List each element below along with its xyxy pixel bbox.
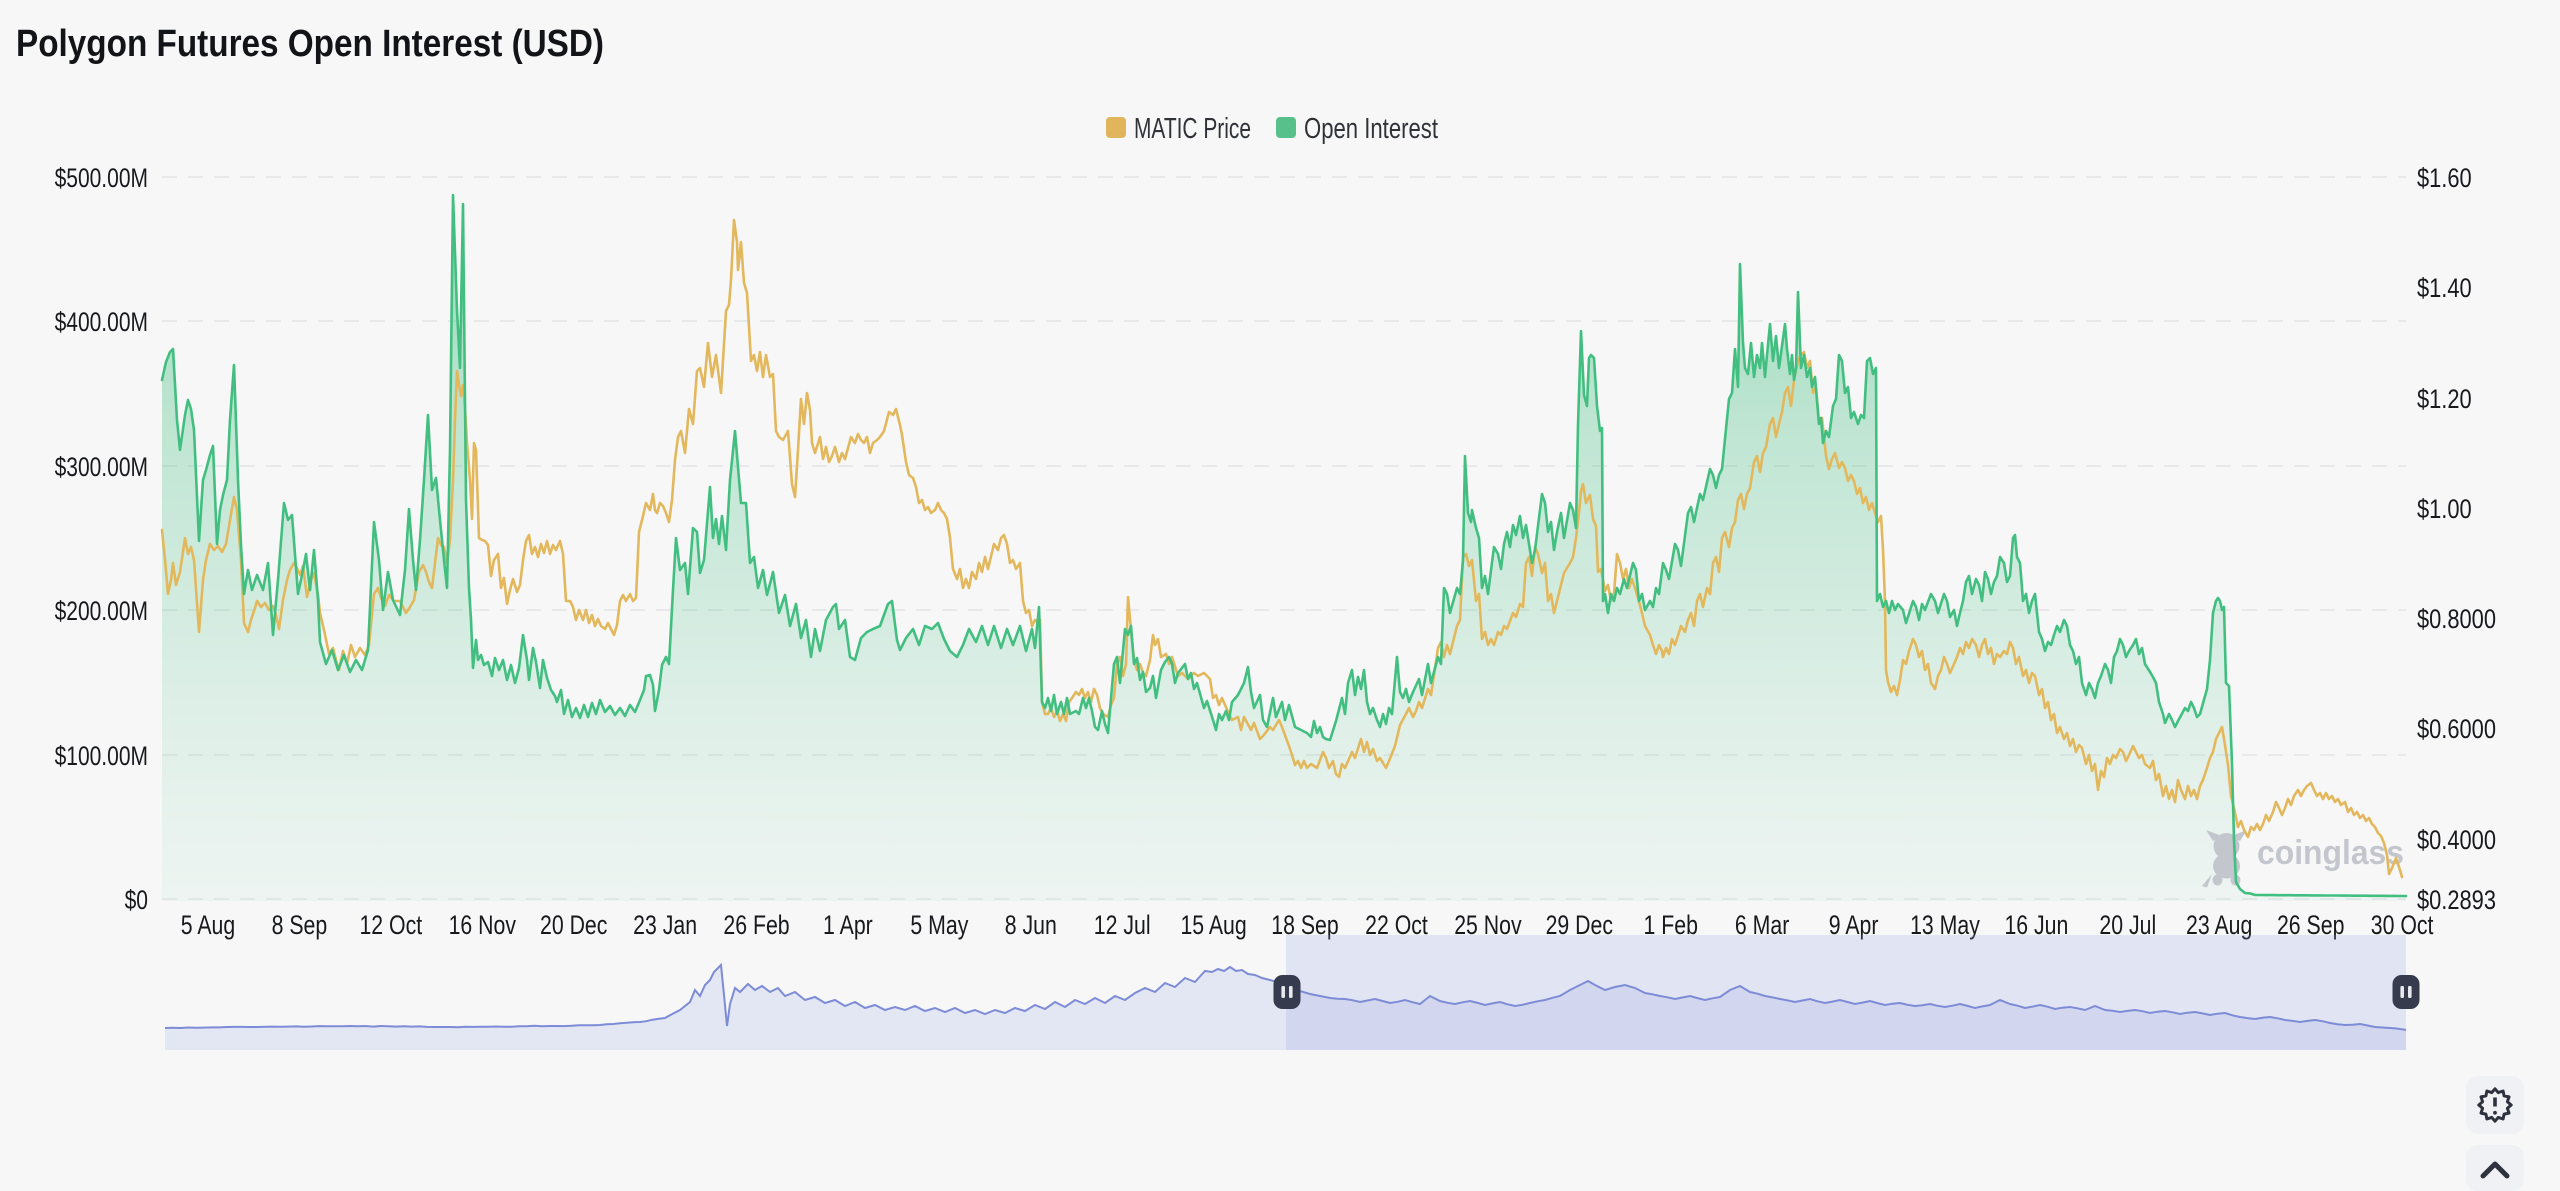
- svg-text:$1.40: $1.40: [2417, 273, 2472, 303]
- svg-text:25 Nov: 25 Nov: [1454, 910, 1522, 940]
- svg-text:$0.8000: $0.8000: [2417, 604, 2496, 634]
- svg-text:1 Apr: 1 Apr: [823, 910, 873, 940]
- svg-text:12 Jul: 12 Jul: [1094, 910, 1151, 940]
- svg-text:16 Jun: 16 Jun: [2004, 910, 2068, 940]
- svg-text:30 Oct: 30 Oct: [2371, 910, 2434, 940]
- svg-text:18 Sep: 18 Sep: [1271, 910, 1339, 940]
- svg-text:5 May: 5 May: [910, 910, 968, 940]
- svg-text:Polygon Futures Open Interest: Polygon Futures Open Interest (USD): [16, 23, 604, 65]
- svg-text:$0: $0: [125, 885, 148, 915]
- svg-text:5 Aug: 5 Aug: [181, 910, 235, 940]
- svg-text:8 Sep: 8 Sep: [272, 910, 328, 940]
- svg-text:1 Feb: 1 Feb: [1644, 910, 1698, 940]
- svg-text:MATIC Price: MATIC Price: [1134, 113, 1251, 145]
- svg-text:26 Sep: 26 Sep: [2277, 910, 2345, 940]
- svg-text:coinglass: coinglass: [2257, 834, 2404, 872]
- svg-text:20 Jul: 20 Jul: [2099, 910, 2156, 940]
- svg-text:$1.00: $1.00: [2417, 494, 2472, 524]
- svg-text:$0.6000: $0.6000: [2417, 714, 2496, 744]
- svg-text:23 Jan: 23 Jan: [633, 910, 697, 940]
- svg-text:$1.20: $1.20: [2417, 384, 2472, 414]
- svg-text:20 Dec: 20 Dec: [540, 910, 607, 940]
- svg-text:$200.00M: $200.00M: [55, 596, 148, 626]
- svg-text:23 Aug: 23 Aug: [2186, 910, 2252, 940]
- svg-text:16 Nov: 16 Nov: [449, 910, 517, 940]
- svg-text:$0.2893: $0.2893: [2417, 885, 2496, 915]
- svg-text:$0.4000: $0.4000: [2417, 825, 2496, 855]
- svg-text:$100.00M: $100.00M: [55, 741, 148, 771]
- svg-text:$500.00M: $500.00M: [55, 163, 148, 193]
- svg-text:26 Feb: 26 Feb: [723, 910, 789, 940]
- svg-text:29 Dec: 29 Dec: [1546, 910, 1613, 940]
- svg-text:Open Interest: Open Interest: [1304, 113, 1438, 145]
- svg-text:8 Jun: 8 Jun: [1005, 910, 1057, 940]
- svg-text:6 Mar: 6 Mar: [1735, 910, 1789, 940]
- svg-text:$400.00M: $400.00M: [55, 307, 148, 337]
- svg-text:$300.00M: $300.00M: [55, 452, 148, 482]
- svg-text:15 Aug: 15 Aug: [1180, 910, 1246, 940]
- svg-text:22 Oct: 22 Oct: [1365, 910, 1428, 940]
- svg-text:9 Apr: 9 Apr: [1829, 910, 1879, 940]
- svg-text:13 May: 13 May: [1910, 910, 1980, 940]
- svg-text:$1.60: $1.60: [2417, 163, 2472, 193]
- svg-text:12 Oct: 12 Oct: [359, 910, 422, 940]
